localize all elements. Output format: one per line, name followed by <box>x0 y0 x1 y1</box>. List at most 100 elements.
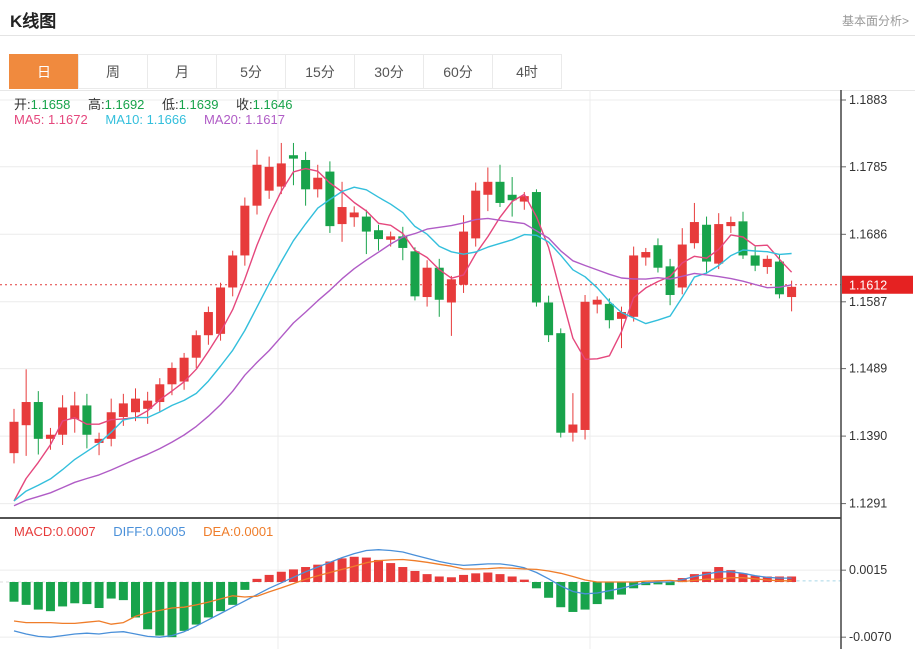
candle-body <box>422 267 432 298</box>
price-axis-label: 1.1489 <box>849 362 887 376</box>
tab-week[interactable]: 周 <box>78 54 148 89</box>
macd-bar <box>228 582 238 605</box>
dea-value: DEA:0.0001 <box>203 524 274 539</box>
tab-day[interactable]: 日 <box>9 54 79 89</box>
candle-body <box>33 402 43 439</box>
candle-body <box>471 190 481 239</box>
macd-bar <box>203 582 213 618</box>
chart-frame-top <box>0 90 915 91</box>
open-value: 开:1.1658 <box>14 97 71 112</box>
diff-value: DIFF:0.0005 <box>113 524 186 539</box>
macd-bar <box>337 558 347 582</box>
candle-body <box>21 402 31 426</box>
candle-body <box>787 286 797 298</box>
macd-bar <box>714 567 724 582</box>
candle-body <box>483 181 493 195</box>
dea-line <box>13 558 792 625</box>
candle-body <box>738 221 748 256</box>
candle-body <box>677 244 687 288</box>
macd-bar <box>301 567 311 582</box>
header-divider <box>0 35 915 36</box>
macd-bar <box>641 582 651 586</box>
candle-body <box>665 266 675 295</box>
macd-bar <box>774 576 784 582</box>
candle-body <box>531 192 541 303</box>
macd-bar <box>483 572 493 582</box>
ma10-value: MA10: 1.1666 <box>105 112 187 127</box>
candle-body <box>641 252 651 258</box>
candle-body <box>774 261 784 295</box>
candle-body <box>714 224 724 264</box>
candle-body <box>495 181 505 203</box>
macd-bar <box>131 582 140 618</box>
ma10-line <box>13 186 792 502</box>
price-axis: 1.1883 1.1785 1.1686 1.1587 1.1489 1.1390 1.12… <box>0 90 913 649</box>
candle-body <box>155 384 165 403</box>
ohlc-legend: 开:1.1658 高:1.1692 低:1.1639 收:1.1646 <box>14 94 306 113</box>
gridlines <box>0 90 841 649</box>
macd-bar <box>58 582 68 607</box>
macd-bar <box>434 576 444 582</box>
macd-axis-label: 0.0015 <box>849 563 887 577</box>
macd-bar <box>276 571 286 582</box>
macd-bar <box>374 559 383 582</box>
diff-line <box>13 549 792 638</box>
tab-15min[interactable]: 15分 <box>285 54 355 89</box>
candle-body <box>45 434 55 439</box>
macd-bar <box>264 574 274 582</box>
macd-bar <box>288 569 298 582</box>
tab-60min[interactable]: 60分 <box>423 54 493 89</box>
macd-bar <box>410 570 420 582</box>
macd-bar <box>191 582 201 625</box>
macd-bar <box>398 567 408 582</box>
macd-bar <box>45 582 55 612</box>
candle-body <box>349 212 359 218</box>
candles-layer <box>9 142 797 464</box>
macd-bar <box>325 561 335 582</box>
candle-body <box>702 224 712 262</box>
ma20-line <box>13 217 792 507</box>
ma5-value: MA5: 1.1672 <box>14 112 88 127</box>
fundamental-analysis-link[interactable]: 基本面分析> <box>841 14 909 28</box>
macd-value: MACD:0.0007 <box>14 524 96 539</box>
price-axis-label: 1.1291 <box>849 497 887 511</box>
timeframe-tabs: 日 周 月 5分 15分 30分 60分 4时 <box>9 54 562 89</box>
price-axis-label: 1.1390 <box>849 429 887 443</box>
tab-month[interactable]: 月 <box>147 54 217 89</box>
tab-30min[interactable]: 30分 <box>354 54 424 89</box>
macd-bar <box>70 582 80 604</box>
macd-bar <box>726 570 736 582</box>
candle-body <box>410 251 420 297</box>
macd-bar <box>556 582 566 608</box>
macd-bar <box>519 579 529 582</box>
candle-body <box>252 164 262 206</box>
macd-bar <box>155 582 165 636</box>
candle-body <box>568 424 578 433</box>
macd-bar <box>446 577 456 582</box>
price-axis-label: 1.1686 <box>849 227 887 241</box>
candle-body <box>750 255 760 266</box>
candle-body <box>288 155 298 159</box>
macd-bar <box>240 582 250 590</box>
ma-legend: MA5: 1.1672 MA10: 1.1666 MA20: 1.1617 <box>14 112 299 127</box>
candle-body <box>459 231 469 285</box>
ma20-value: MA20: 1.1617 <box>203 112 285 127</box>
macd-bar <box>9 582 19 602</box>
candle-body <box>118 403 128 418</box>
macd-bar <box>313 564 323 582</box>
candle-body <box>507 194 517 201</box>
candle-body <box>167 367 177 385</box>
macd-bar <box>459 574 469 582</box>
macd-bar <box>689 574 699 582</box>
candle-body <box>82 405 92 435</box>
candle-body <box>653 245 663 268</box>
macd-bar <box>361 557 371 582</box>
candle-body <box>446 279 456 303</box>
candle-body <box>203 312 213 336</box>
tab-4hour[interactable]: 4时 <box>492 54 562 89</box>
candle-body <box>228 255 238 288</box>
macd-bar <box>386 563 396 582</box>
high-value: 高:1.1692 <box>88 97 145 112</box>
candle-body <box>519 196 529 202</box>
tab-5min[interactable]: 5分 <box>216 54 286 89</box>
